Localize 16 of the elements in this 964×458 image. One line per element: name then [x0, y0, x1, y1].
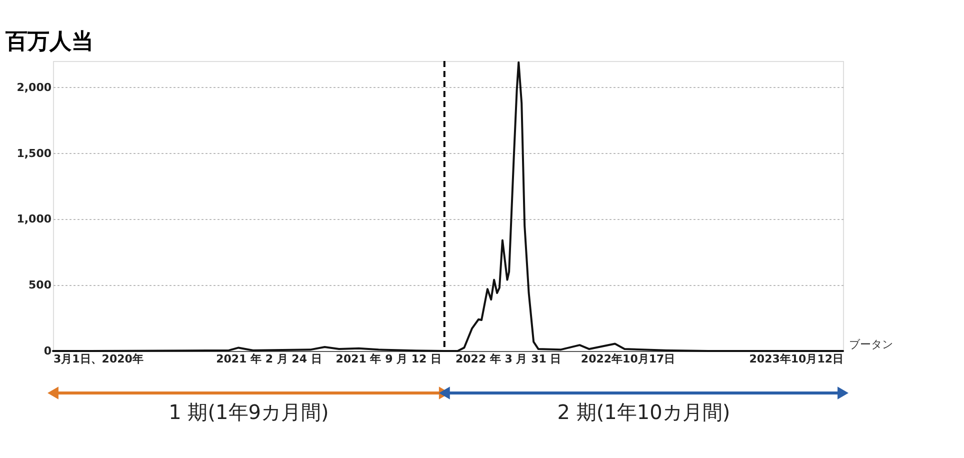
- line-series: [52, 61, 844, 352]
- text: 1 期(1年9カ月間): [168, 400, 329, 424]
- y-tick-label: 500: [28, 278, 52, 292]
- x-tick-label: 2023年10月12日: [749, 352, 844, 366]
- y-tick-label: 1,500: [16, 146, 52, 160]
- x-tick-label: 2021 年 9 月 12 日: [336, 352, 442, 366]
- x-tick-label: 2021 年 2 月 24 日: [216, 352, 322, 366]
- x-tick-label: 3月1日、2020年: [54, 352, 144, 366]
- x-tick-label: 2022 年 3 月 31 日: [455, 352, 562, 366]
- y-tick-label: 1,000: [16, 212, 52, 226]
- x-tick-label: 2022年10月17日: [580, 352, 676, 366]
- y-axis-title: 百万人当: [4, 30, 94, 54]
- text: 2 期(1年10カ月間): [557, 400, 730, 424]
- y-tick-label: 2,000: [16, 80, 52, 94]
- series-label: ブータン: [849, 338, 893, 351]
- y-tick-label: 0: [44, 344, 52, 358]
